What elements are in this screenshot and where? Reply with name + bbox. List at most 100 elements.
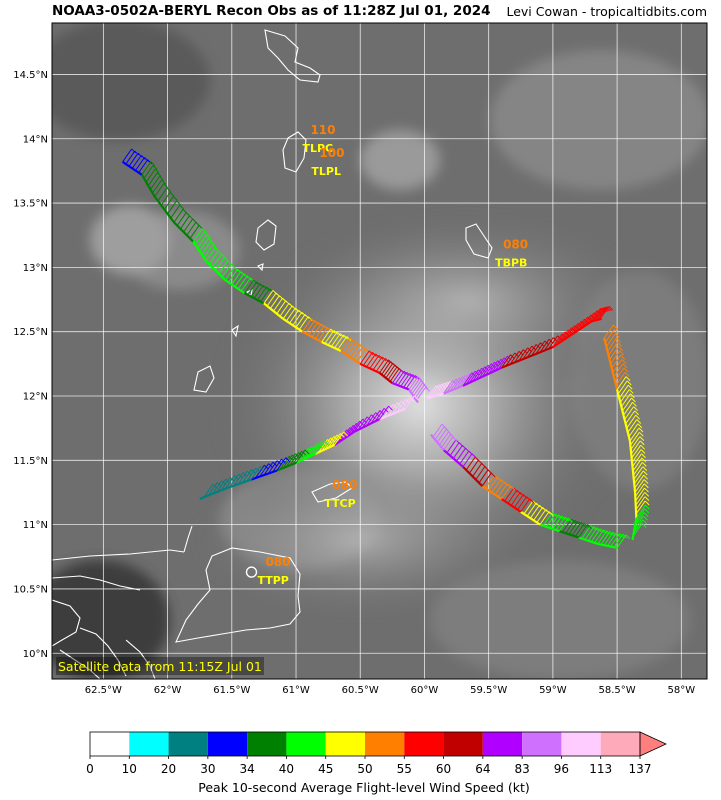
wind-barb [468, 459, 479, 474]
wind-barb-flag [564, 516, 570, 522]
colorbar-swatch [404, 732, 444, 756]
wind-barb-flag [561, 515, 567, 521]
wind-barb-flag [288, 455, 294, 461]
wind-barb [186, 221, 197, 236]
wind-barb [160, 191, 171, 206]
wind-barb-flag [281, 458, 286, 464]
colorbar-swatch [365, 732, 405, 756]
wind-barb [416, 387, 426, 401]
wind-barb-flag [262, 284, 268, 290]
wind-barb [363, 352, 373, 366]
colorbar-swatch [247, 732, 287, 756]
wind-barb-flag [352, 425, 358, 430]
wind-barb [404, 395, 415, 410]
wind-barb [330, 433, 341, 447]
wind-barb [318, 326, 328, 341]
lon-tick-label: 59.5°W [470, 685, 507, 696]
wind-barb [478, 469, 489, 484]
wind-barb [597, 530, 608, 545]
wind-barb-flag [250, 277, 255, 283]
wind-barb [285, 453, 296, 468]
wind-barb [452, 376, 463, 390]
wind-barb [635, 500, 646, 515]
wind-barb [610, 533, 621, 547]
colorbar-tick-label: 10 [122, 762, 137, 776]
colorbar-tick-label: 60 [436, 762, 451, 776]
wind-barb-flag [506, 483, 512, 489]
wind-barb-flag [635, 414, 641, 420]
wind-barb [215, 257, 226, 271]
wind-barb [635, 508, 646, 523]
wind-barb-flag [381, 356, 387, 362]
wind-barb [592, 307, 603, 322]
wind-barb [263, 290, 274, 304]
wind-barb [600, 531, 611, 545]
wind-barb [346, 342, 357, 356]
wind-barb-flag [413, 395, 419, 401]
wind-barb-flag [643, 512, 649, 517]
wind-barb-flag [532, 500, 538, 506]
wind-barb [314, 440, 325, 455]
wind-barb [154, 183, 165, 197]
wind-barb [513, 349, 524, 363]
wind-barb-flag [618, 346, 623, 351]
wind-barb [481, 472, 492, 487]
wind-barb [381, 361, 392, 375]
wind-barb [596, 306, 606, 321]
wind-barb [237, 275, 248, 290]
wind-barb-flag [234, 475, 239, 480]
wind-barb [562, 518, 572, 533]
wind-barb [379, 359, 389, 374]
wind-barb [298, 448, 309, 462]
wind-barb [439, 431, 449, 446]
wind-barb-flag [163, 183, 169, 189]
wind-barb-flag [548, 511, 554, 517]
wind-barb [610, 350, 621, 365]
wind-barb [472, 463, 483, 477]
wind-barb [385, 364, 396, 379]
wind-barb [594, 529, 605, 544]
wind-barb [591, 308, 601, 322]
wind-barb [282, 305, 293, 320]
wind-barb [520, 498, 531, 513]
wind-barb [314, 325, 325, 339]
wind-barb [562, 327, 572, 341]
wind-barb [147, 172, 158, 186]
wind-barb-flag [522, 494, 528, 499]
wind-barb [389, 368, 400, 382]
wind-barb [633, 470, 644, 485]
wind-barb-flag [255, 467, 261, 473]
wind-barb [334, 431, 344, 446]
station-wind-value: 080 [332, 478, 357, 492]
wind-barb [543, 337, 554, 351]
colorbar-tick-label: 64 [475, 762, 490, 776]
wind-barb [337, 336, 348, 350]
wind-barb-flag [359, 344, 364, 349]
wind-barb [250, 283, 261, 297]
wind-barb [584, 526, 595, 540]
wind-barb [635, 504, 646, 519]
wind-barb [189, 225, 200, 239]
wind-barb [208, 250, 219, 265]
wind-barb-flag [612, 324, 618, 330]
wind-barb [324, 330, 335, 344]
colorbar-swatch [129, 732, 169, 756]
colorbar-tick-label: 34 [240, 762, 255, 776]
wind-barb-flag [388, 405, 393, 411]
wind-barb-flag [156, 172, 162, 178]
colorbar-title: Peak 10-second Average Flight-level Wind… [198, 780, 529, 795]
lon-tick-label: 60°W [411, 685, 439, 696]
wind-barb [356, 348, 367, 363]
wind-barb-flag [137, 152, 143, 158]
wind-barb [163, 196, 174, 210]
wind-barb [624, 406, 635, 420]
wind-barb-flag [314, 445, 320, 450]
wind-barb-flag [631, 397, 636, 403]
wind-barb [533, 507, 544, 521]
wind-barb [485, 474, 495, 489]
wind-barb [432, 423, 443, 438]
wind-barb [565, 519, 576, 534]
wind-barb-flag [243, 273, 249, 279]
lon-tick-label: 58.5°W [599, 685, 636, 696]
wind-barb-flag [375, 353, 381, 359]
